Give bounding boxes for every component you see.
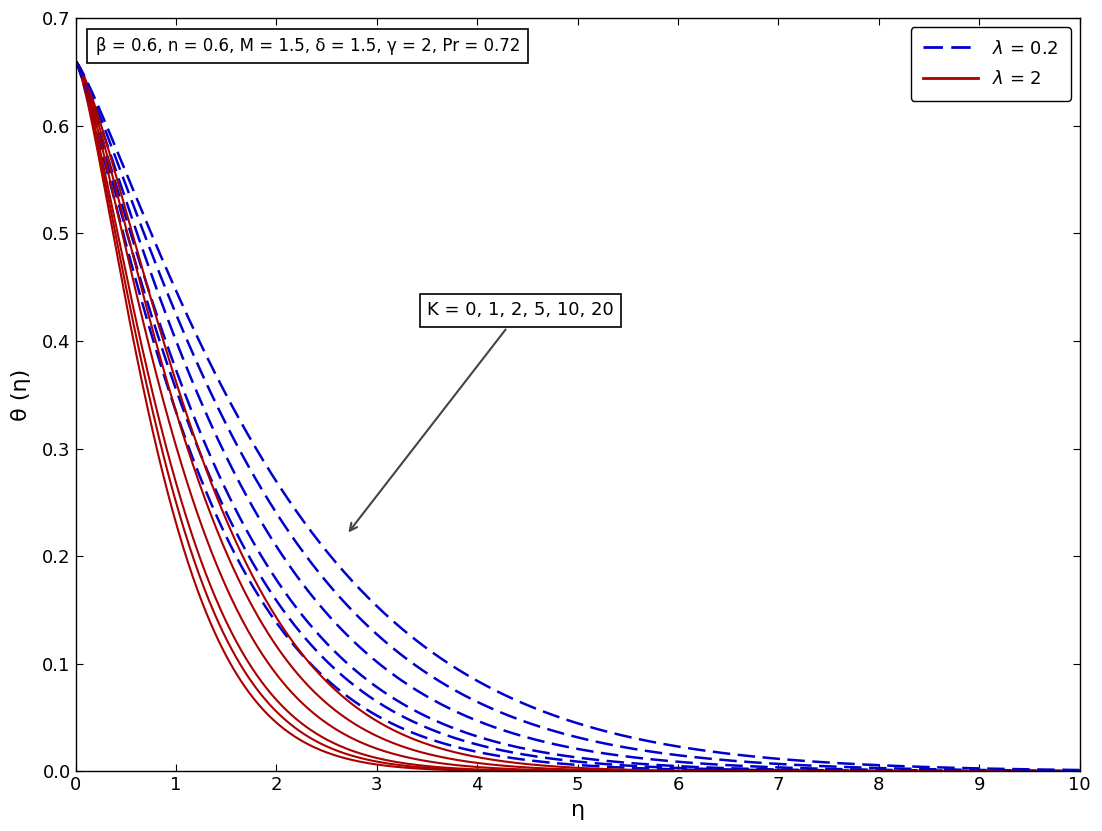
Text: β = 0.6, n = 0.6, M = 1.5, δ = 1.5, γ = 2, Pr = 0.72: β = 0.6, n = 0.6, M = 1.5, δ = 1.5, γ = …	[96, 37, 520, 55]
Y-axis label: θ (η): θ (η)	[11, 369, 31, 421]
Text: K = 0, 1, 2, 5, 10, 20: K = 0, 1, 2, 5, 10, 20	[349, 302, 614, 531]
X-axis label: η: η	[571, 800, 585, 820]
Legend: $\lambda$ = 0.2, $\lambda$ = 2: $\lambda$ = 0.2, $\lambda$ = 2	[910, 27, 1070, 101]
